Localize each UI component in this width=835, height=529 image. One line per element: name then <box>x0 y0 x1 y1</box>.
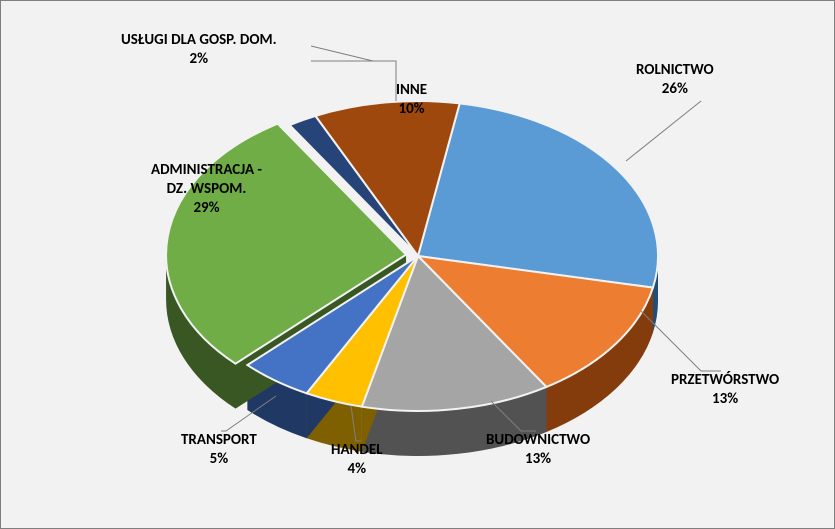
slice-name: USŁUGI DLA GOSP. DOM. <box>121 31 277 50</box>
leader-line <box>311 61 396 101</box>
slice-percent: 13% <box>671 390 779 409</box>
slice-label: BUDOWNICTWO13% <box>486 431 590 469</box>
slice-name: TRANSPORT <box>181 431 257 450</box>
slice-percent: 26% <box>636 80 714 99</box>
slice-percent: 29% <box>151 199 262 218</box>
slice-name: DZ. WSPOM. <box>151 180 262 199</box>
slice-name: ROLNICTWO <box>636 61 714 80</box>
slice-label: PRZETWÓRSTWO13% <box>671 371 779 409</box>
slice-name: PRZETWÓRSTWO <box>671 371 779 390</box>
slice-name: HANDEL <box>331 441 383 460</box>
slice-label: ADMINISTRACJA -DZ. WSPOM.29% <box>151 161 262 217</box>
slice-name: INNE <box>396 81 427 100</box>
pie-chart: ROLNICTWO26%PRZETWÓRSTWO13%BUDOWNICTWO13… <box>1 1 834 528</box>
slice-percent: 4% <box>331 460 383 479</box>
slice-name: ADMINISTRACJA - <box>151 161 262 180</box>
slice-label: ROLNICTWO26% <box>636 61 714 99</box>
leader-line <box>626 101 701 161</box>
slice-label: HANDEL4% <box>331 441 383 479</box>
slice-label: USŁUGI DLA GOSP. DOM.2% <box>121 31 277 69</box>
leader-line <box>311 46 373 61</box>
slice-label: INNE10% <box>396 81 427 119</box>
slice-percent: 10% <box>396 100 427 119</box>
slice-name: BUDOWNICTWO <box>486 431 590 450</box>
slice-percent: 5% <box>181 450 257 469</box>
slice-percent: 13% <box>486 450 590 469</box>
slice-label: TRANSPORT5% <box>181 431 257 469</box>
chart-frame: ROLNICTWO26%PRZETWÓRSTWO13%BUDOWNICTWO13… <box>0 0 835 529</box>
slice-percent: 2% <box>121 50 277 69</box>
